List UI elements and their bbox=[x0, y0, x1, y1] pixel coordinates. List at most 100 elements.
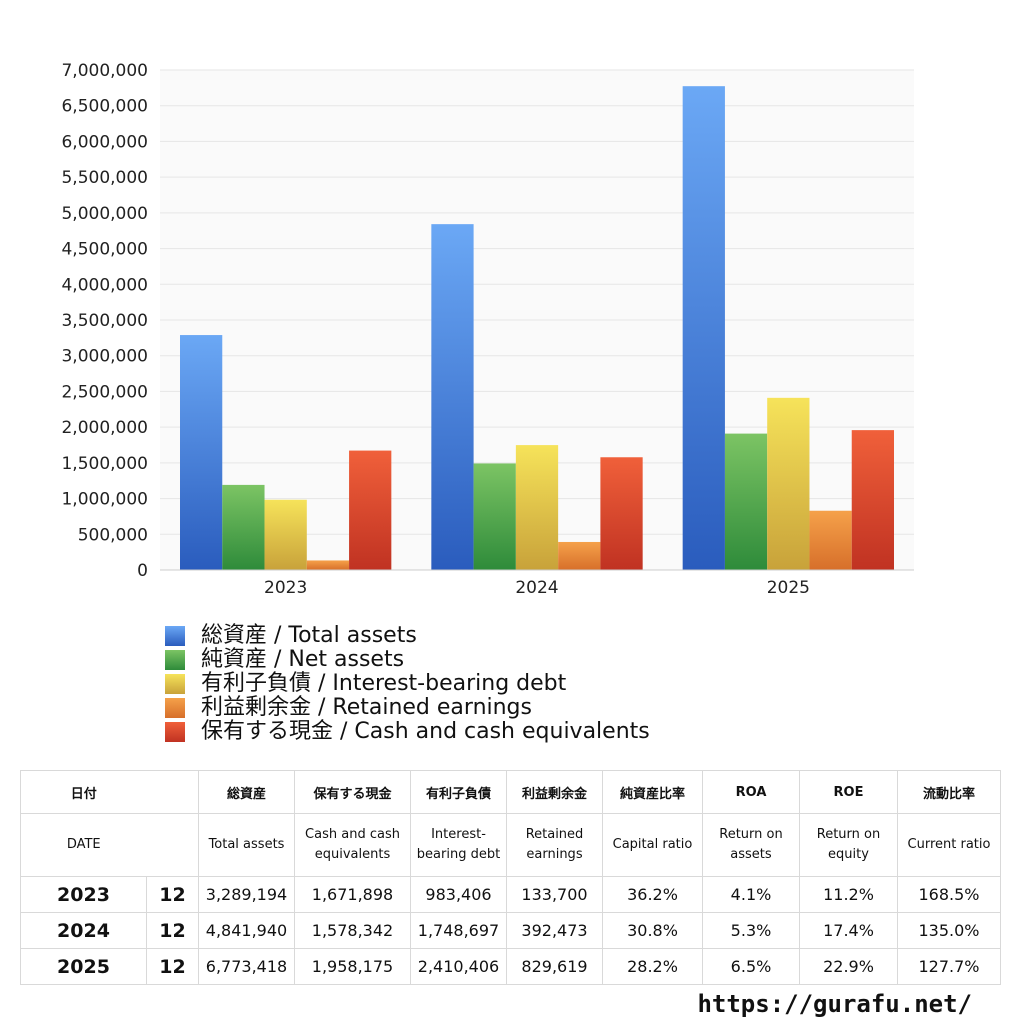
table-cell: 4,841,940 bbox=[198, 912, 295, 949]
legend-swatch bbox=[165, 650, 185, 670]
legend-swatch bbox=[165, 626, 185, 646]
table-cell: 28.2% bbox=[602, 948, 703, 985]
y-tick-label: 6,000,000 bbox=[61, 132, 148, 152]
y-tick-label: 4,000,000 bbox=[61, 275, 148, 295]
header-cell: 利益剰余金 bbox=[506, 770, 603, 814]
header-cell: ROE bbox=[799, 770, 898, 814]
table-cell: 30.8% bbox=[602, 912, 703, 949]
table-cell: 2025 bbox=[20, 948, 147, 985]
x-tick-label: 2023 bbox=[264, 578, 307, 598]
table-header-japanese: 日付 総資産 保有する現金 有利子負債 利益剰余金 純資産比率 ROA ROE … bbox=[20, 770, 1001, 814]
y-tick-label: 5,500,000 bbox=[61, 168, 148, 188]
table-cell: 2023 bbox=[20, 876, 147, 913]
bar-chart: 0 500,000 1,000,000 1,500,000 2,000,000 2,500… bbox=[61, 61, 914, 598]
header-cell: Current ratio bbox=[897, 813, 1001, 877]
legend-label: 利益剰余金 / Retained earnings bbox=[201, 695, 532, 720]
bar bbox=[767, 397, 810, 570]
header-cell: 有利子負債 bbox=[410, 770, 507, 814]
y-tick-label: 2,000,000 bbox=[61, 418, 148, 438]
table-cell: 2,410,406 bbox=[410, 948, 507, 985]
table-cell: 1,578,342 bbox=[294, 912, 411, 949]
bar bbox=[682, 86, 725, 571]
header-cell: Total assets bbox=[198, 813, 295, 877]
x-tick-label: 2025 bbox=[767, 578, 810, 598]
bar bbox=[473, 463, 516, 570]
bar bbox=[264, 499, 307, 570]
y-tick-label: 5,000,000 bbox=[61, 204, 148, 224]
bar bbox=[515, 445, 559, 570]
y-tick-label: 1,500,000 bbox=[61, 454, 148, 474]
header-cell: 総資産 bbox=[198, 770, 295, 814]
bar bbox=[222, 484, 265, 570]
legend-label: 有利子負債 / Interest-bearing debt bbox=[201, 671, 567, 696]
table-cell: 1,671,898 bbox=[294, 876, 411, 913]
bar bbox=[180, 335, 223, 570]
table-cell: 168.5% bbox=[897, 876, 1001, 913]
table-cell: 3,289,194 bbox=[198, 876, 295, 913]
site-url: https://gurafu.net/ bbox=[697, 990, 972, 1018]
header-cell: ROA bbox=[702, 770, 800, 814]
header-cell: Interest-bearing debt bbox=[410, 813, 507, 877]
header-cell: Return on equity bbox=[799, 813, 898, 877]
table-cell: 36.2% bbox=[602, 876, 703, 913]
legend-item-interest-bearing-debt: 有利子負債 / Interest-bearing debt bbox=[165, 672, 650, 696]
y-tick-label: 1,000,000 bbox=[61, 490, 148, 510]
table-cell: 127.7% bbox=[897, 948, 1001, 985]
legend-label: 純資産 / Net assets bbox=[201, 647, 405, 672]
y-tick-label: 0 bbox=[137, 561, 148, 581]
table-cell: 6.5% bbox=[702, 948, 800, 985]
y-tick-label: 3,500,000 bbox=[61, 311, 148, 331]
financial-table: 日付 総資産 保有する現金 有利子負債 利益剰余金 純資産比率 ROA ROE … bbox=[20, 770, 1001, 985]
table-cell: 1,748,697 bbox=[410, 912, 507, 949]
legend-swatch bbox=[165, 674, 185, 694]
table-cell: 983,406 bbox=[410, 876, 507, 913]
legend-swatch bbox=[165, 698, 185, 718]
table-header-english: DATE Total assets Cash and cash equivale… bbox=[20, 813, 1001, 877]
y-axis-ticks: 0 500,000 1,000,000 1,500,000 2,000,000 2,500… bbox=[61, 61, 148, 581]
table-cell: 12 bbox=[146, 912, 199, 949]
legend-label: 保有する現金 / Cash and cash equivalents bbox=[201, 719, 650, 744]
table-cell: 6,773,418 bbox=[198, 948, 295, 985]
y-tick-label: 3,000,000 bbox=[61, 347, 148, 367]
table-row: 2025 12 6,773,418 1,958,175 2,410,406 82… bbox=[20, 948, 1001, 985]
header-cell: 流動比率 bbox=[897, 770, 1001, 814]
y-tick-label: 2,500,000 bbox=[61, 382, 148, 402]
table-cell: 5.3% bbox=[702, 912, 800, 949]
x-tick-label: 2024 bbox=[515, 578, 558, 598]
header-cell: 保有する現金 bbox=[294, 770, 411, 814]
table-cell: 135.0% bbox=[897, 912, 1001, 949]
table-cell: 12 bbox=[146, 948, 199, 985]
table-cell: 22.9% bbox=[799, 948, 898, 985]
legend-item-net-assets: 純資産 / Net assets bbox=[165, 648, 650, 672]
bar bbox=[600, 457, 643, 570]
legend-item-retained-earnings: 利益剰余金 / Retained earnings bbox=[165, 696, 650, 720]
table-cell: 1,958,175 bbox=[294, 948, 411, 985]
bars bbox=[180, 86, 894, 571]
y-tick-label: 6,500,000 bbox=[61, 97, 148, 117]
y-tick-label: 500,000 bbox=[78, 525, 148, 545]
bar bbox=[431, 224, 474, 570]
y-tick-label: 4,500,000 bbox=[61, 240, 148, 260]
bar bbox=[809, 510, 852, 570]
y-tick-label: 7,000,000 bbox=[61, 61, 148, 81]
legend: 総資産 / Total assets 純資産 / Net assets 有利子負… bbox=[165, 624, 650, 744]
header-cell: 純資産比率 bbox=[602, 770, 703, 814]
legend-item-cash: 保有する現金 / Cash and cash equivalents bbox=[165, 720, 650, 744]
table-row: 2024 12 4,841,940 1,578,342 1,748,697 39… bbox=[20, 912, 1001, 949]
legend-swatch bbox=[165, 722, 185, 742]
header-cell bbox=[146, 770, 199, 814]
header-cell bbox=[146, 813, 199, 877]
table-cell: 392,473 bbox=[506, 912, 603, 949]
table-cell: 133,700 bbox=[506, 876, 603, 913]
table-row: 2023 12 3,289,194 1,671,898 983,406 133,… bbox=[20, 876, 1001, 913]
table-cell: 17.4% bbox=[799, 912, 898, 949]
header-cell: 日付 bbox=[20, 770, 147, 814]
bar bbox=[306, 560, 350, 570]
bar bbox=[724, 433, 768, 570]
table-cell: 2024 bbox=[20, 912, 147, 949]
header-cell: Capital ratio bbox=[602, 813, 703, 877]
table-cell: 829,619 bbox=[506, 948, 603, 985]
bar bbox=[558, 541, 601, 570]
x-axis-ticks: 2023 2024 2025 bbox=[264, 578, 810, 598]
table-cell: 11.2% bbox=[799, 876, 898, 913]
